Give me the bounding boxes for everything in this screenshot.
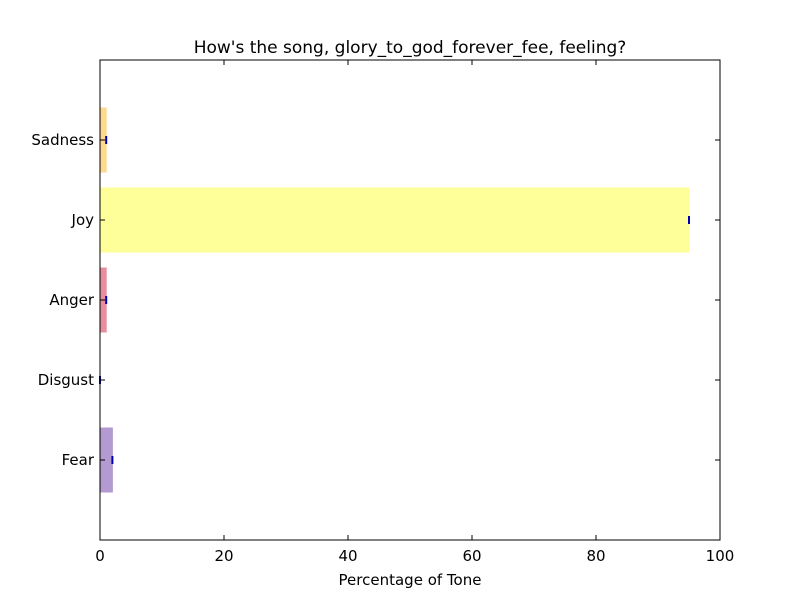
y-tick-label-fear: Fear [62, 451, 95, 469]
x-axis-label: Percentage of Tone [339, 571, 482, 589]
x-tick-label: 40 [338, 547, 357, 565]
x-tick-label: 20 [214, 547, 233, 565]
chart-title: How's the song, glory_to_god_forever_fee… [194, 38, 627, 58]
x-tick-label: 80 [586, 547, 605, 565]
ticks-layer: Fear Disgust Anger Joy Sadness 0 20 40 60 80 100 [31, 60, 734, 565]
y-tick-label-anger: Anger [49, 291, 95, 309]
x-tick-label: 100 [706, 547, 735, 565]
y-tick-label-sadness: Sadness [31, 131, 94, 149]
bar-joy [99, 187, 690, 253]
x-tick-label: 0 [95, 547, 105, 565]
bars-layer [99, 107, 690, 493]
y-tick-label-joy: Joy [71, 211, 95, 229]
x-tick-label: 60 [462, 547, 481, 565]
plot-frame [99, 59, 721, 541]
y-tick-label-disgust: Disgust [38, 371, 94, 389]
